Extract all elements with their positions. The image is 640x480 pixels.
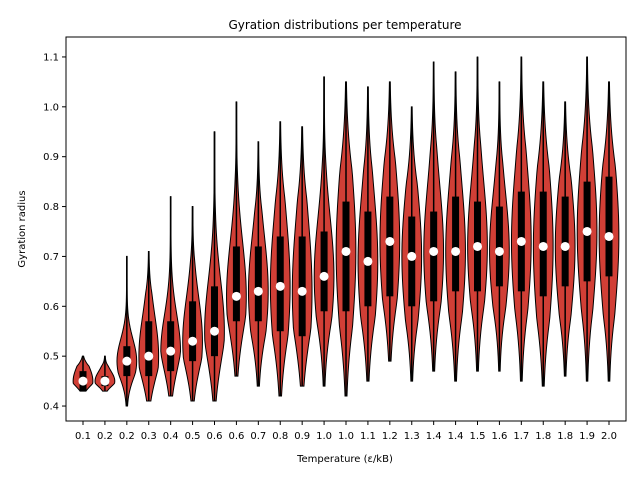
x-axis-label: Temperature (ε/kB) [296, 454, 393, 465]
x-tick-label: 0.4 [163, 431, 179, 442]
violin-iqr-box [342, 201, 350, 312]
violin-median-point [538, 241, 548, 251]
violin-median-point [231, 291, 241, 301]
x-tick-label: 0.5 [185, 431, 201, 442]
y-tick-label: 0.8 [43, 202, 59, 213]
x-tick-label: 1.0 [316, 431, 332, 442]
x-tick-label: 1.8 [535, 431, 551, 442]
violin-median-point [341, 246, 351, 256]
x-tick-label: 0.9 [294, 431, 310, 442]
violin-iqr-box [605, 176, 613, 277]
y-tick-label: 1.0 [43, 102, 59, 113]
violin-median-point [122, 356, 132, 366]
violin-median-point [560, 241, 570, 251]
violin-median-point [363, 256, 373, 266]
y-tick-label: 0.6 [43, 302, 59, 313]
y-axis: 0.4 0.5 0.6 0.7 0.8 0.9 1.0 1.1 [43, 52, 66, 413]
violin-iqr-box [232, 246, 240, 322]
y-tick-label: 0.7 [43, 252, 59, 263]
violin-iqr-box [561, 196, 569, 287]
chart-title: Gyration distributions per temperature [228, 18, 461, 32]
violin-iqr-box [298, 236, 306, 337]
x-tick-label: 1.4 [426, 431, 442, 442]
violin-median-point [473, 241, 482, 251]
y-tick-label: 0.4 [43, 402, 59, 413]
violin-iqr-box [408, 216, 416, 307]
violin-iqr-box [145, 321, 153, 377]
violin-median-point [516, 236, 526, 246]
violin-median-point [582, 226, 592, 236]
violin-median-point [166, 346, 176, 356]
violin-median-point [604, 231, 614, 241]
violin-median-point [451, 246, 461, 256]
x-tick-label: 1.6 [491, 431, 507, 442]
violin-iqr-box [452, 196, 460, 292]
x-axis: 0.1 0.2 0.2 0.3 0.4 0.5 0.6 0.6 0.7 0.8 0.9 1.0 1.0 1… [75, 421, 617, 442]
x-tick-label: 1.4 [448, 431, 464, 442]
x-tick-label: 1.1 [360, 431, 376, 442]
violin-median-point [275, 281, 285, 291]
x-tick-label: 0.7 [250, 431, 266, 442]
violin-median-point [100, 376, 110, 386]
x-tick-label: 2.0 [601, 431, 617, 442]
violin-median-point [319, 271, 329, 281]
x-tick-label: 0.2 [119, 431, 135, 442]
violin-iqr-box [167, 321, 175, 372]
x-tick-label: 0.6 [207, 431, 223, 442]
violin-median-point [407, 251, 417, 261]
y-tick-label: 1.1 [43, 52, 59, 63]
violin-median-point [297, 286, 307, 296]
violin-median-point [210, 326, 219, 336]
violin-median-point [78, 376, 88, 386]
violin-median-point [144, 351, 154, 361]
violin-median-point [429, 246, 439, 256]
violin-iqr-box [189, 301, 197, 362]
x-tick-label: 1.3 [404, 431, 420, 442]
y-tick-label: 0.9 [43, 152, 59, 163]
violin-iqr-box [430, 211, 438, 302]
x-tick-label: 1.9 [579, 431, 595, 442]
violin-median-point [253, 286, 263, 296]
x-tick-label: 0.2 [97, 431, 113, 442]
x-tick-label: 1.8 [557, 431, 573, 442]
violins-layer [72, 56, 620, 407]
x-tick-label: 1.5 [470, 431, 486, 442]
y-axis-label: Gyration radius [17, 190, 28, 267]
y-tick-label: 0.5 [43, 352, 59, 363]
violin-iqr-box [211, 286, 218, 357]
violin-median-point [188, 336, 198, 346]
x-tick-label: 0.6 [228, 431, 244, 442]
x-tick-label: 0.1 [75, 431, 91, 442]
violin-iqr-box [495, 206, 503, 287]
violin-iqr-box [254, 246, 262, 322]
x-tick-label: 1.7 [513, 431, 529, 442]
violin-median-point [385, 236, 395, 246]
x-tick-label: 1.0 [338, 431, 354, 442]
x-tick-label: 0.8 [272, 431, 288, 442]
x-tick-label: 1.2 [382, 431, 398, 442]
violin-iqr-box [386, 196, 394, 297]
violin-iqr-box [320, 231, 328, 312]
x-tick-label: 0.3 [141, 431, 157, 442]
violin-median-point [494, 246, 504, 256]
